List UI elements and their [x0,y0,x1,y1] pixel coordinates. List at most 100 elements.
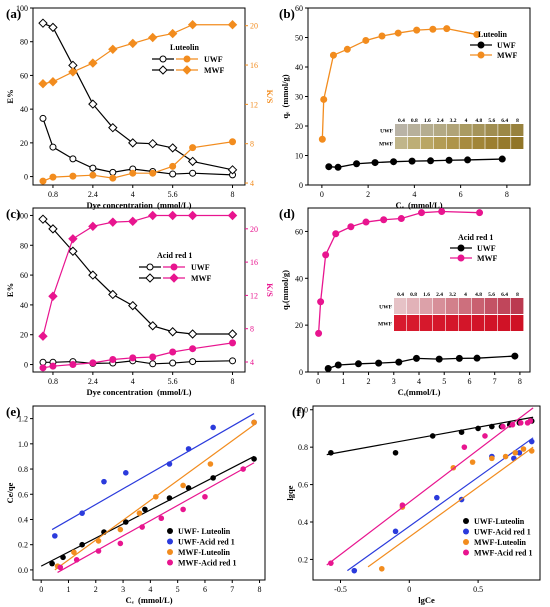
data-point [438,208,446,216]
chart-panel-5: -0.5 0 0.5 0.2 0.4 0.6 0.8 1.0 lgCe lgqe UWF-Luteo… [285,405,541,605]
data-point [528,448,535,454]
data-point [68,67,78,77]
x-tick-label: 2 [94,585,98,594]
y-tick-label: 0.8 [298,443,308,452]
data-point [395,358,403,366]
data-point [455,354,463,362]
data-point [108,289,118,300]
data-point [187,210,198,221]
fabric-swatch [498,298,511,314]
data-point [469,459,476,465]
data-point [324,364,332,372]
legend-label: UWF [191,263,210,272]
y-tick-label: 0.6 [18,490,28,499]
y-tick-label: 40 [20,105,28,114]
fabric-swatch [498,137,511,149]
legend-marker [158,65,168,75]
y-tick-label: 60 [20,271,28,280]
data-point [354,360,362,368]
legend-label: UWF-Acid red 1 [474,528,531,537]
data-point [528,438,535,445]
fabric-swatch [511,124,524,136]
legend-marker [167,538,173,545]
data-point [79,510,85,516]
x-tick-label: 3 [121,585,125,594]
x-tick-label: 0 [39,585,43,594]
x-axis-label: Dye concentration (mmol/L) [86,387,191,397]
y-axis-label: E% [5,89,15,103]
y2-tick-label: 4 [250,179,254,188]
data-point [48,22,58,33]
legend-label: UWF-Luteolin [474,517,525,526]
data-point [189,169,197,177]
x-tick-label: 8 [231,377,235,386]
swatch-concentration: 6.4 [501,118,508,124]
legend-marker [167,559,173,566]
legend-marker [146,263,154,271]
data-point [229,138,237,146]
x-tick-label: 4 [417,377,421,386]
legend-marker [170,263,178,271]
data-point [392,449,399,456]
legend-marker [167,528,173,534]
data-point [148,32,158,43]
swatch-concentration: 0.8 [411,118,418,124]
swatch-concentration: 1.6 [424,118,431,124]
data-point [399,502,406,508]
data-point [185,446,192,452]
data-point [473,31,481,39]
fabric-swatch [485,124,498,136]
data-point [362,36,370,44]
x-axis-label: Dye concentration (mmol/L) [86,200,191,210]
x-tick-label: 8 [518,377,522,386]
data-point [88,58,98,68]
data-point [129,354,137,362]
y-tick-label: 40 [295,274,303,283]
data-point [128,300,138,311]
data-point [394,29,402,37]
fabric-swatch [446,124,459,136]
series-line-0 [328,158,503,168]
panel-label-d: (d) [279,206,295,221]
panel-label-f: (f) [292,404,305,419]
data-point [180,506,186,513]
y-tick-label: 20 [20,331,28,340]
legend-marker [457,254,465,262]
swatch-concentration: 0.4 [398,118,405,124]
fabric-swatch [459,137,472,149]
plot-frame [312,405,541,581]
swatch-concentration: 4.8 [475,292,482,298]
data-point [318,135,326,143]
fabric-swatch [485,137,498,149]
data-point [89,359,97,367]
data-point [49,362,57,370]
data-point [167,327,178,337]
data-point [229,357,237,365]
dye-annotation: Acid red 1 [458,233,493,242]
data-point [240,466,246,472]
data-point [79,541,85,548]
y2-tick-label: 8 [250,325,254,334]
data-point [95,548,102,554]
y-tick-label: 40 [20,301,28,310]
data-point [68,234,78,244]
y2-tick-label: 16 [250,258,258,267]
fit-line-1 [51,413,255,531]
swatch-row-label: UWF [379,305,392,311]
data-point [39,177,47,185]
data-point [408,157,416,165]
data-point [180,482,186,489]
data-point [520,446,527,452]
y-axis-label: E% [5,283,15,297]
data-point [427,157,435,165]
fabric-swatch [472,298,485,314]
y-tick-label: 50 [295,34,303,43]
data-point [38,214,48,224]
data-point [517,420,524,426]
series-line-0 [42,118,233,176]
data-point [123,519,129,525]
data-point [123,470,129,476]
swatch-concentration: 8 [516,118,519,124]
y2-tick-label: 8 [250,140,254,149]
data-point [109,356,117,364]
